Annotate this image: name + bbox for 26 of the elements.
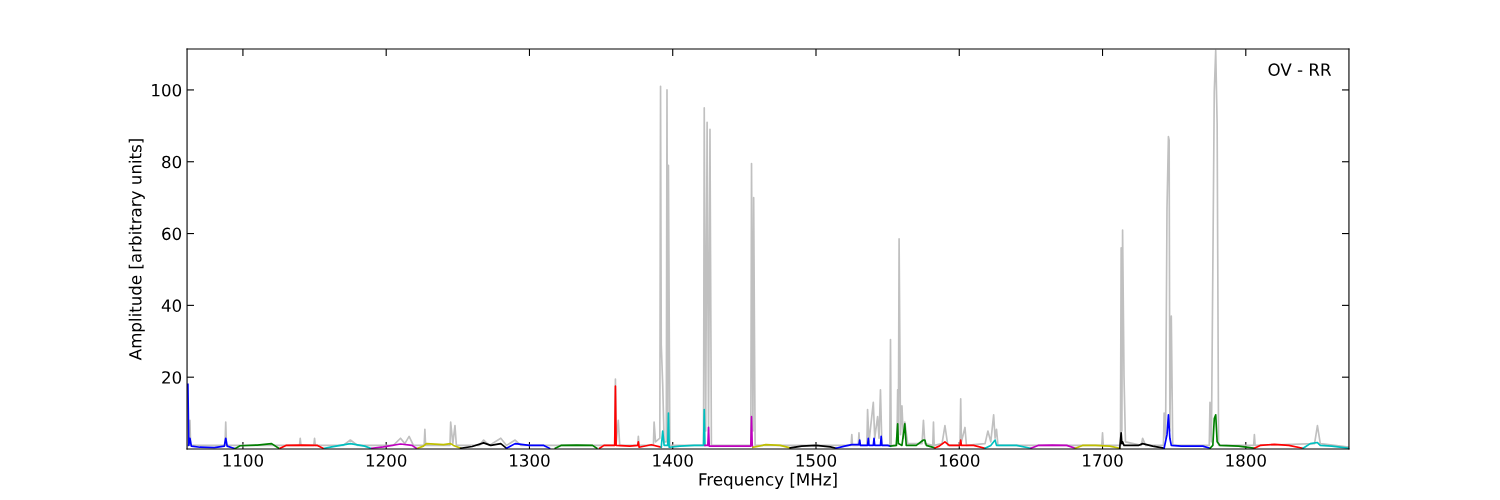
y-tick-label: 100 (152, 83, 182, 97)
line-series (934, 439, 986, 449)
x-tick-label: 1700 (1083, 454, 1123, 467)
x-tick-label: 1200 (366, 454, 407, 467)
y-axis-title: Amplitude [arbitrary units] (128, 139, 145, 361)
x-tick-label: 1400 (653, 454, 693, 467)
line-series (187, 383, 236, 449)
y-tick-label: 80 (162, 155, 182, 169)
line-series (1163, 414, 1211, 449)
line-series (598, 385, 663, 449)
line-series (889, 423, 936, 449)
y-tick-label: 60 (162, 227, 182, 241)
x-tick-label: 1300 (510, 454, 550, 467)
line-series (835, 435, 892, 449)
annotation: OV - RR (1268, 63, 1332, 76)
x-axis-title: Frequency [MHz] (699, 472, 837, 489)
x-tick-label: 1600 (939, 454, 980, 467)
line-series (187, 49, 1349, 449)
x-tick-label: 1500 (796, 454, 837, 467)
x-tick-label: 1800 (1226, 454, 1266, 467)
y-tick-label: 40 (161, 299, 182, 312)
x-tick-label: 1100 (223, 454, 264, 467)
y-tick-label: 20 (162, 371, 182, 384)
line-series (1209, 414, 1256, 449)
line-series (704, 415, 754, 449)
line-series (660, 408, 706, 449)
